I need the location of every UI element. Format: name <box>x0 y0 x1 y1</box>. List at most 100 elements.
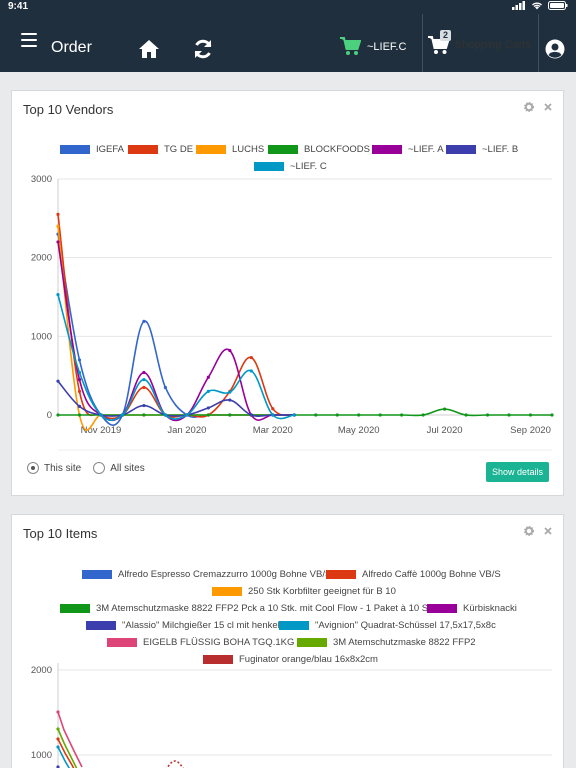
data-point[interactable] <box>357 413 361 417</box>
close-icon[interactable] <box>543 526 553 536</box>
series-line <box>57 711 83 768</box>
series-line <box>58 408 552 417</box>
legend-item[interactable]: Kürbisknacki <box>427 603 517 614</box>
data-point[interactable] <box>228 390 232 394</box>
data-point[interactable] <box>56 240 60 244</box>
data-point[interactable] <box>206 389 210 393</box>
data-point[interactable] <box>485 413 490 417</box>
legend-item[interactable]: "Alassio" Milchgießer 15 cl mit henkel <box>86 620 280 631</box>
series-line <box>57 226 295 431</box>
legend-item[interactable]: ~LIEF. A <box>372 144 444 155</box>
legend-swatch <box>254 162 284 171</box>
data-point[interactable] <box>56 224 60 228</box>
legend-label: Alfredo Espresso Cremazzurro 1000g Bohne… <box>118 569 332 580</box>
data-point[interactable] <box>56 379 60 383</box>
data-point[interactable] <box>443 407 447 411</box>
data-point[interactable] <box>77 389 82 393</box>
data-point[interactable] <box>400 413 404 417</box>
data-point[interactable] <box>56 293 60 297</box>
legend-item[interactable]: 3M Atemschutzmaske 8822 FFP2 Pck a 10 St… <box>60 603 436 614</box>
data-point[interactable] <box>142 319 146 323</box>
data-point[interactable] <box>507 413 511 417</box>
legend-item[interactable]: 250 Stk Korbfilter geeignet für B 10 <box>212 586 396 597</box>
data-point[interactable] <box>228 398 232 402</box>
x-tick-label: Sep 2020 <box>510 425 551 436</box>
y-tick-label: 2000 <box>31 665 52 676</box>
data-point[interactable] <box>335 413 339 417</box>
legend-swatch <box>279 621 309 630</box>
shopping-carts-button[interactable]: 2 Shopping Carts <box>428 30 531 55</box>
data-point[interactable] <box>77 378 82 382</box>
legend-item[interactable]: EIGELB FLÜSSIG BOHA TGQ.1KG <box>107 637 294 648</box>
data-point[interactable] <box>56 212 60 216</box>
data-point[interactable] <box>142 403 146 408</box>
data-point[interactable] <box>421 413 425 417</box>
legend-item[interactable]: LUCHS <box>196 144 264 155</box>
status-time: 9:41 <box>8 1 29 12</box>
radio-all-sites[interactable] <box>93 462 106 474</box>
legend-item[interactable]: ~LIEF. B <box>446 144 518 155</box>
legend-item[interactable]: TG DE <box>128 144 193 155</box>
data-point[interactable] <box>528 413 533 417</box>
data-point[interactable] <box>271 413 275 417</box>
data-point[interactable] <box>56 765 60 768</box>
legend-swatch <box>86 621 116 630</box>
data-point[interactable] <box>163 385 167 390</box>
data-point[interactable] <box>228 348 232 353</box>
radio-this-site-label: This site <box>44 462 82 474</box>
radio-this-site[interactable] <box>27 462 39 474</box>
close-icon[interactable] <box>543 102 553 112</box>
data-point[interactable] <box>56 413 60 417</box>
y-tick-label: 3000 <box>31 174 52 185</box>
data-point[interactable] <box>228 413 232 417</box>
data-point[interactable] <box>56 745 60 749</box>
data-point[interactable] <box>56 737 60 741</box>
data-point[interactable] <box>249 355 253 360</box>
lief-cart-button[interactable]: ~LIEF.C <box>340 37 406 56</box>
data-point[interactable] <box>56 727 60 731</box>
data-point[interactable] <box>271 407 275 411</box>
data-point[interactable] <box>142 370 146 375</box>
data-point[interactable] <box>249 369 253 373</box>
data-point[interactable] <box>185 413 189 417</box>
legend-item[interactable]: Fuginator orange/blau 16x8x2cm <box>203 654 378 665</box>
home-icon[interactable] <box>138 39 160 59</box>
menu-icon[interactable] <box>21 33 37 47</box>
data-point[interactable] <box>120 413 125 417</box>
data-point[interactable] <box>142 385 146 390</box>
data-point[interactable] <box>77 358 82 362</box>
legend-item[interactable]: "Avignion" Quadrat-Schüssel 17,5x17,5x8c <box>279 620 496 631</box>
data-point[interactable] <box>77 370 82 375</box>
data-point[interactable] <box>314 413 318 417</box>
refresh-icon[interactable] <box>192 38 214 60</box>
data-point[interactable] <box>142 413 146 417</box>
data-point[interactable] <box>550 413 554 417</box>
gear-icon[interactable] <box>524 102 534 112</box>
data-point[interactable] <box>249 413 253 417</box>
legend-item[interactable]: Alfredo Espresso Cremazzurro 1000g Bohne… <box>82 569 331 580</box>
data-point[interactable] <box>77 413 82 417</box>
show-details-button[interactable]: Show details <box>485 462 549 482</box>
user-icon[interactable] <box>545 39 565 59</box>
gear-icon[interactable] <box>524 526 534 536</box>
data-point[interactable] <box>206 375 210 379</box>
legend-item[interactable]: IGEFA <box>60 144 124 155</box>
data-point[interactable] <box>378 413 382 417</box>
legend-item[interactable]: Alfredo Caffè 1000g Bohne VB/S <box>326 569 501 580</box>
data-point[interactable] <box>206 406 210 410</box>
data-point[interactable] <box>99 413 103 417</box>
legend-swatch <box>128 145 158 154</box>
data-point[interactable] <box>292 413 296 417</box>
series-line <box>57 214 295 420</box>
data-point[interactable] <box>142 378 146 382</box>
data-point[interactable] <box>56 710 60 714</box>
legend-item[interactable]: ~LIEF. C <box>254 161 327 172</box>
data-point[interactable] <box>77 404 82 408</box>
status-bar: 9:41 <box>0 0 576 14</box>
data-point[interactable] <box>163 413 167 417</box>
data-point[interactable] <box>464 413 468 417</box>
x-tick-label: May 2020 <box>338 425 380 436</box>
legend-item[interactable]: BLOCKFOODS <box>268 144 370 155</box>
legend-item[interactable]: 3M Atemschutzmaske 8822 FFP2 <box>297 637 476 648</box>
data-point[interactable] <box>206 413 210 417</box>
